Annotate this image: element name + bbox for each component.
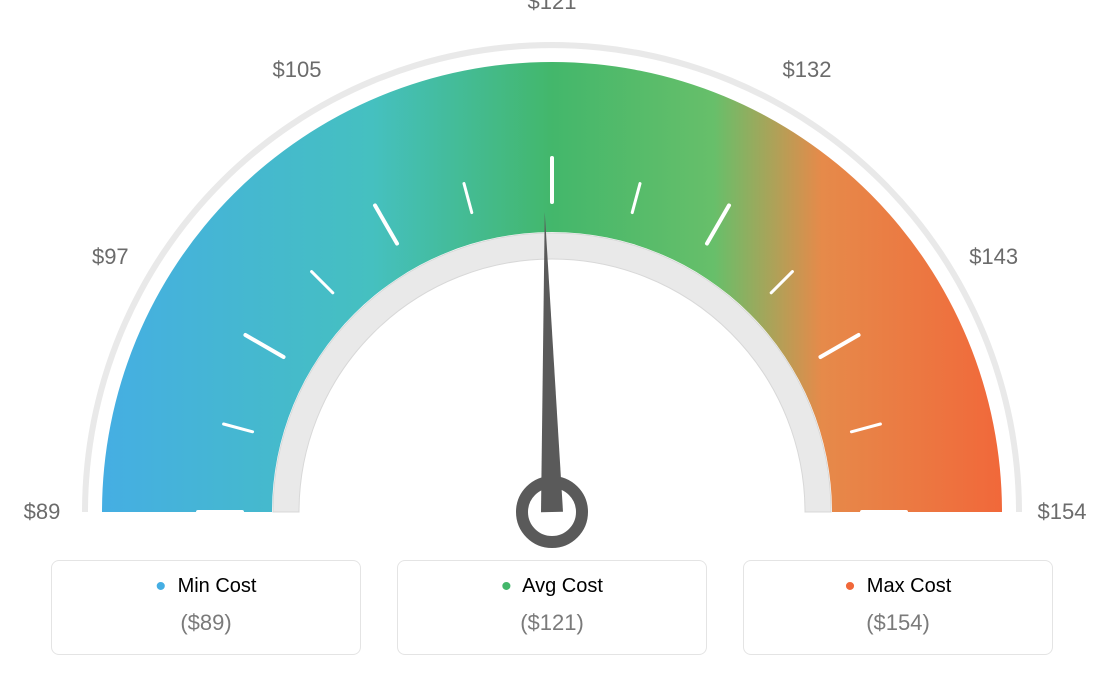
- legend-value-avg: ($121): [398, 610, 706, 636]
- legend-title-max: • Max Cost: [744, 575, 1052, 598]
- legend-card-min: • Min Cost ($89): [51, 560, 361, 655]
- legend-row: • Min Cost ($89) • Avg Cost ($121) • Max…: [0, 560, 1104, 655]
- legend-label: Avg Cost: [522, 575, 603, 597]
- legend-title-min: • Min Cost: [52, 575, 360, 598]
- gauge-tick-label: $121: [528, 0, 577, 15]
- gauge-tick-label: $132: [783, 57, 832, 83]
- gauge-tick-label: $105: [273, 57, 322, 83]
- gauge-tick-label: $143: [969, 244, 1018, 270]
- dot-icon: •: [156, 570, 167, 603]
- dot-icon: •: [845, 570, 856, 603]
- gauge-tick-label: $154: [1038, 499, 1087, 525]
- legend-card-max: • Max Cost ($154): [743, 560, 1053, 655]
- legend-title-avg: • Avg Cost: [398, 575, 706, 598]
- gauge-svg: [0, 0, 1104, 560]
- legend-label: Max Cost: [867, 575, 951, 597]
- gauge-tick-label: $97: [92, 244, 129, 270]
- gauge-container: $89 $97 $105 $121 $132 $143 $154: [0, 0, 1104, 560]
- legend-value-max: ($154): [744, 610, 1052, 636]
- legend-value-min: ($89): [52, 610, 360, 636]
- dot-icon: •: [501, 570, 512, 603]
- gauge-tick-label: $89: [24, 499, 61, 525]
- legend-card-avg: • Avg Cost ($121): [397, 560, 707, 655]
- legend-label: Min Cost: [178, 575, 257, 597]
